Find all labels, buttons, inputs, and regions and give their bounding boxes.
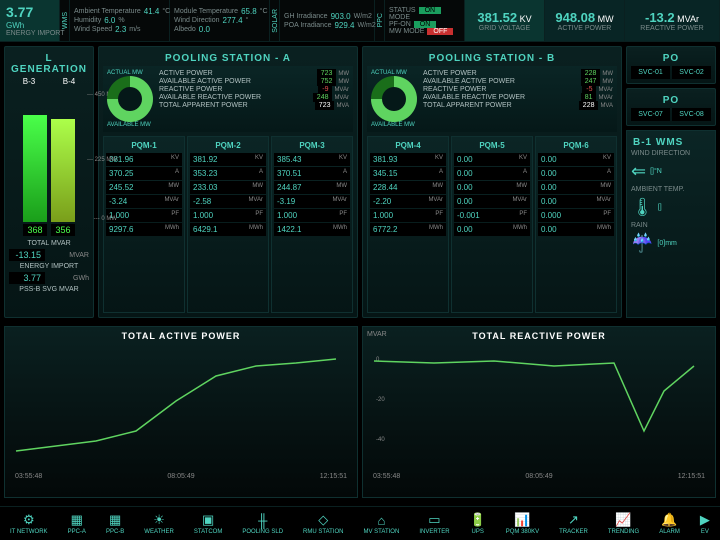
pqm-column: PQM-4381.93KV345.15A228.44MW-2.20MVAr1.0… bbox=[367, 136, 449, 313]
pool-a-stats: ACTIVE POWER723 MWAVAILABLE ACTIVE POWER… bbox=[159, 70, 349, 128]
b1-wms: B-1 WMS WIND DIRECTION ⇐[]°N AMBIENT TEM… bbox=[626, 130, 716, 318]
nav-icon: ╫ bbox=[258, 513, 267, 528]
nav-tracker[interactable]: ↗TRACKER bbox=[559, 512, 588, 535]
pool-stat: REACTIVE POWER-5 MVAr bbox=[423, 86, 613, 93]
solar-col: GH Irradiance 903.0 W/m2POA Irradiance 9… bbox=[280, 0, 375, 41]
bar-b4: 356 bbox=[51, 119, 75, 222]
svc-01[interactable]: SVC-01 bbox=[631, 66, 670, 79]
pqm-grid-a: PQM-1381.96KV370.25A245.52MW-3.24MVAr1.0… bbox=[103, 136, 353, 313]
nav-ups[interactable]: 🔋UPS bbox=[470, 512, 486, 535]
pqm-column: PQM-3385.43KV370.51A244.87MW-3.19MVAr1.0… bbox=[271, 136, 353, 313]
temp-icon: 🌡 bbox=[631, 197, 654, 218]
nav-pqm-380kv[interactable]: 📊PQM 380KV bbox=[506, 512, 539, 535]
pqm-column: PQM-2381.92KV353.23A233.03MW-2.58MVAr1.0… bbox=[187, 136, 269, 313]
rain-icon: ☔ bbox=[631, 233, 653, 254]
wms-col2: Module Temperature 65.8 °CWind Direction… bbox=[170, 0, 270, 41]
nav-icon: ▦ bbox=[109, 512, 121, 528]
nav-icon: ▭ bbox=[428, 512, 440, 528]
nav-alarm[interactable]: 🔔ALARM bbox=[659, 512, 680, 535]
nav-mv-station[interactable]: ⌂MV STATION bbox=[364, 513, 400, 535]
nav-ev[interactable]: ▶EV bbox=[700, 512, 710, 535]
chart-active: TOTAL ACTIVE POWER 03:55:48 08:05:49 12:… bbox=[4, 326, 358, 498]
svc-panel-2: PO SVC-07 SVC-08 bbox=[626, 88, 716, 126]
wms-label: WMS bbox=[60, 10, 69, 31]
pool-stat: REACTIVE POWER-9 MVAr bbox=[159, 86, 349, 93]
charts-row: TOTAL ACTIVE POWER 03:55:48 08:05:49 12:… bbox=[0, 322, 720, 502]
pool-stat: ACTIVE POWER228 MW bbox=[423, 70, 613, 77]
chart-reactive: MVAR TOTAL REACTIVE POWER 0 -20 -40 03:5… bbox=[362, 326, 716, 498]
svg-text:-40: -40 bbox=[376, 437, 385, 443]
donut-b bbox=[371, 76, 417, 122]
grid-voltage: 381.52 KV GRID VOLTAGE bbox=[465, 0, 545, 41]
generation-bars: 368 356 --- 450 MW --- 225 MW --- 0 MW bbox=[9, 92, 89, 222]
bottom-nav: ⚙IT NETWORK ▦PPC-A ▦PPC-B ☀WEATHER ▣STATCOM ╫… bbox=[0, 506, 720, 540]
pqm-column: PQM-50.00KV0.00A0.00MW0.00MVAr-0.001PF0.… bbox=[451, 136, 533, 313]
nav-icon: 🔋 bbox=[470, 512, 486, 528]
svc-panel-1: PO SVC-01 SVC-02 bbox=[626, 46, 716, 84]
pool-stat: TOTAL APPARENT POWER723 MVA bbox=[159, 102, 349, 109]
pool-stat: TOTAL APPARENT POWER228 MVA bbox=[423, 102, 613, 109]
svc-07[interactable]: SVC-07 bbox=[631, 108, 670, 121]
ppc-label: PPC bbox=[375, 11, 384, 29]
energy-import-box: 3.77 GWh ENERGY IMPORT bbox=[0, 0, 60, 41]
nav-icon: ☀ bbox=[153, 512, 165, 528]
nav-pooling-sld[interactable]: ╫POOLING SLD bbox=[242, 513, 283, 535]
ppc-status: STATUSON MODE PF-ONON MW MODEOFF bbox=[385, 0, 465, 41]
nav-ppc-b[interactable]: ▦PPC-B bbox=[106, 512, 124, 535]
pqm-column: PQM-60.00KV0.00A0.00MW0.00MVAr0.000PF0.0… bbox=[535, 136, 617, 313]
pool-stat: AVAILABLE ACTIVE POWER752 MW bbox=[159, 78, 349, 85]
pooling-b: POOLING STATION - B ACTUAL MW AVAILABLE … bbox=[362, 46, 622, 318]
pool-stat: AVAILABLE ACTIVE POWER247 MW bbox=[423, 78, 613, 85]
reactive-power-top: -13.2 MVAr REACTIVE POWER bbox=[625, 0, 720, 41]
nav-ppc-a[interactable]: ▦PPC-A bbox=[68, 512, 86, 535]
nav-icon: ⚙ bbox=[23, 512, 35, 528]
nav-icon: ◇ bbox=[318, 512, 328, 528]
generation-panel: L GENERATION B-3B-4 368 356 --- 450 MW -… bbox=[4, 46, 94, 318]
wind-icon: ⇐ bbox=[631, 161, 646, 182]
active-power-chart bbox=[9, 341, 353, 471]
nav-trending[interactable]: 📈TRENDING bbox=[608, 512, 639, 535]
nav-icon: ↗ bbox=[568, 512, 579, 528]
solar-label: SOLAR bbox=[270, 7, 279, 35]
donut-a bbox=[107, 76, 153, 122]
pqm-grid-b: PQM-4381.93KV345.15A228.44MW-2.20MVAr1.0… bbox=[367, 136, 617, 313]
svc-08[interactable]: SVC-08 bbox=[672, 108, 711, 121]
nav-icon: ⌂ bbox=[377, 513, 385, 528]
pool-stat: AVAILABLE REACTIVE POWER248 MVAr bbox=[159, 94, 349, 101]
pool-stat: AVAILABLE REACTIVE POWER81 MVAr bbox=[423, 94, 613, 101]
pool-b-stats: ACTIVE POWER228 MWAVAILABLE ACTIVE POWER… bbox=[423, 70, 613, 128]
top-bar: 3.77 GWh ENERGY IMPORT WMS Ambient Tempe… bbox=[0, 0, 720, 42]
svc-02[interactable]: SVC-02 bbox=[672, 66, 711, 79]
nav-weather[interactable]: ☀WEATHER bbox=[144, 512, 174, 535]
svg-text:0: 0 bbox=[376, 357, 380, 363]
nav-icon: ▦ bbox=[71, 512, 83, 528]
nav-statcom[interactable]: ▣STATCOM bbox=[194, 512, 222, 535]
main-area: L GENERATION B-3B-4 368 356 --- 450 MW -… bbox=[0, 42, 720, 322]
nav-icon: ▣ bbox=[202, 512, 214, 528]
reactive-power-chart: 0 -20 -40 bbox=[367, 341, 711, 471]
pool-stat: ACTIVE POWER723 MW bbox=[159, 70, 349, 77]
svg-text:-20: -20 bbox=[376, 397, 385, 403]
nav-icon: 📊 bbox=[514, 512, 530, 528]
nav-inverter[interactable]: ▭INVERTER bbox=[419, 512, 449, 535]
bar-b3: 368 bbox=[23, 115, 47, 222]
pooling-a: POOLING STATION - A ACTUAL MW AVAILABLE … bbox=[98, 46, 358, 318]
generation-title: L GENERATION bbox=[9, 51, 89, 77]
wms-col1: Ambient Temperature 41.4 °CHumidity 6.0 … bbox=[70, 0, 170, 41]
nav-it-network[interactable]: ⚙IT NETWORK bbox=[10, 512, 48, 535]
nav-rmu-station[interactable]: ◇RMU STATION bbox=[303, 512, 343, 535]
energy-import-value: 3.77 bbox=[6, 4, 33, 20]
nav-icon: ▶ bbox=[700, 512, 710, 528]
right-column: PO SVC-01 SVC-02 PO SVC-07 SVC-08 B-1 WM… bbox=[626, 46, 716, 318]
nav-icon: 🔔 bbox=[661, 512, 677, 528]
nav-icon: 📈 bbox=[615, 512, 631, 528]
active-power-top: 948.08 MW ACTIVE POWER bbox=[545, 0, 625, 41]
